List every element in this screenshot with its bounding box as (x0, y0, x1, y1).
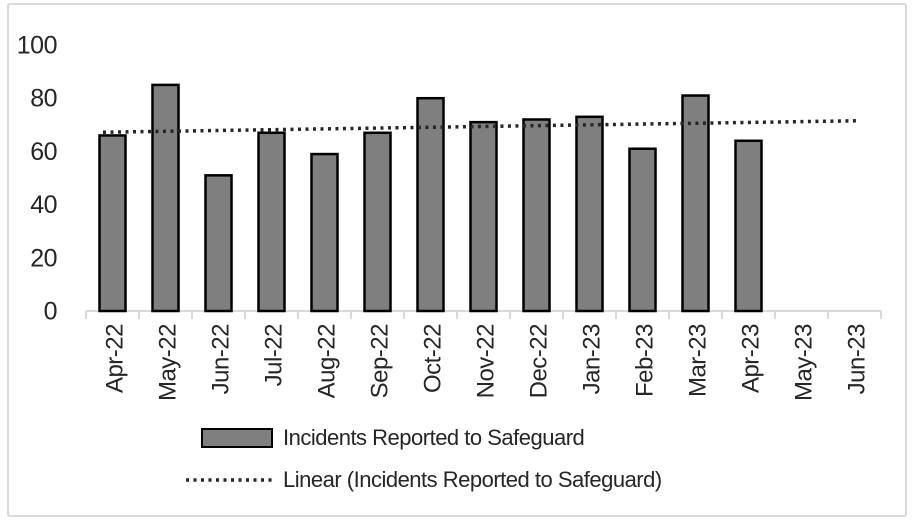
x-axis-label-sep-22: Sep-22 (367, 324, 394, 399)
x-axis-label-feb-23: Feb-23 (632, 324, 659, 397)
x-axis-label-jun-23: Jun-23 (844, 324, 871, 395)
bar-nov-22 (469, 120, 498, 313)
x-axis-label-jan-23: Jan-23 (579, 324, 606, 395)
x-axis-label-nov-22: Nov-22 (473, 324, 500, 399)
dotted-line-swatch-icon (186, 478, 273, 482)
bar-dec-22 (522, 118, 551, 313)
bar-jul-22 (257, 131, 286, 313)
y-axis-label-40: 40 (30, 191, 57, 219)
trendline (102, 119, 857, 134)
y-axis-label-80: 80 (30, 85, 57, 113)
y-axis-label-100: 100 (17, 32, 57, 60)
x-axis-label-oct-22: Oct-22 (420, 324, 447, 393)
y-axis-label-20: 20 (30, 244, 57, 272)
x-axis-label-may-22: May-22 (155, 324, 182, 401)
x-axis-label-jun-22: Jun-22 (208, 324, 235, 395)
x-axis-label-dec-22: Dec-22 (526, 324, 553, 399)
bar-jun-22 (204, 174, 233, 313)
bar-aug-22 (310, 152, 339, 313)
y-axis-label-60: 60 (30, 138, 57, 166)
legend-label-trendline: Linear (Incidents Reported to Safeguard) (283, 467, 662, 492)
bar-apr-22 (98, 134, 127, 313)
y-axis-label-0: 0 (44, 298, 57, 326)
x-axis-label-aug-22: Aug-22 (314, 324, 341, 399)
x-axis-label-apr-22: Apr-22 (102, 324, 129, 393)
bar-apr-23 (734, 139, 763, 313)
x-axis-label-jul-22: Jul-22 (261, 324, 288, 387)
x-axis-label-mar-23: Mar-23 (685, 324, 712, 397)
bar-jan-23 (575, 115, 604, 313)
bar-oct-22 (416, 96, 445, 313)
legend-label-incidents: Incidents Reported to Safeguard (283, 425, 585, 450)
bar-feb-23 (628, 147, 657, 313)
bar-mar-23 (681, 94, 710, 313)
x-axis-label-apr-23: Apr-23 (738, 324, 765, 393)
legend-marker-box (183, 428, 283, 448)
x-axis-label-may-23: May-23 (791, 324, 818, 401)
bar-chart-plot-area: 0 20 40 60 80 100 Apr-22 May-22 Jun-22 Jul-22 Aug-… (17, 32, 882, 401)
bar-series-swatch-icon (201, 428, 273, 448)
bar-sep-22 (363, 131, 392, 313)
legend-item-incidents: Incidents Reported to Safeguard (0, 424, 915, 452)
legend-item-trendline: Linear (Incidents Reported to Safeguard) (0, 466, 915, 494)
legend: Incidents Reported to Safeguard Linear (… (0, 424, 915, 508)
legend-marker-box (183, 477, 283, 483)
bar-may-22 (151, 83, 180, 313)
